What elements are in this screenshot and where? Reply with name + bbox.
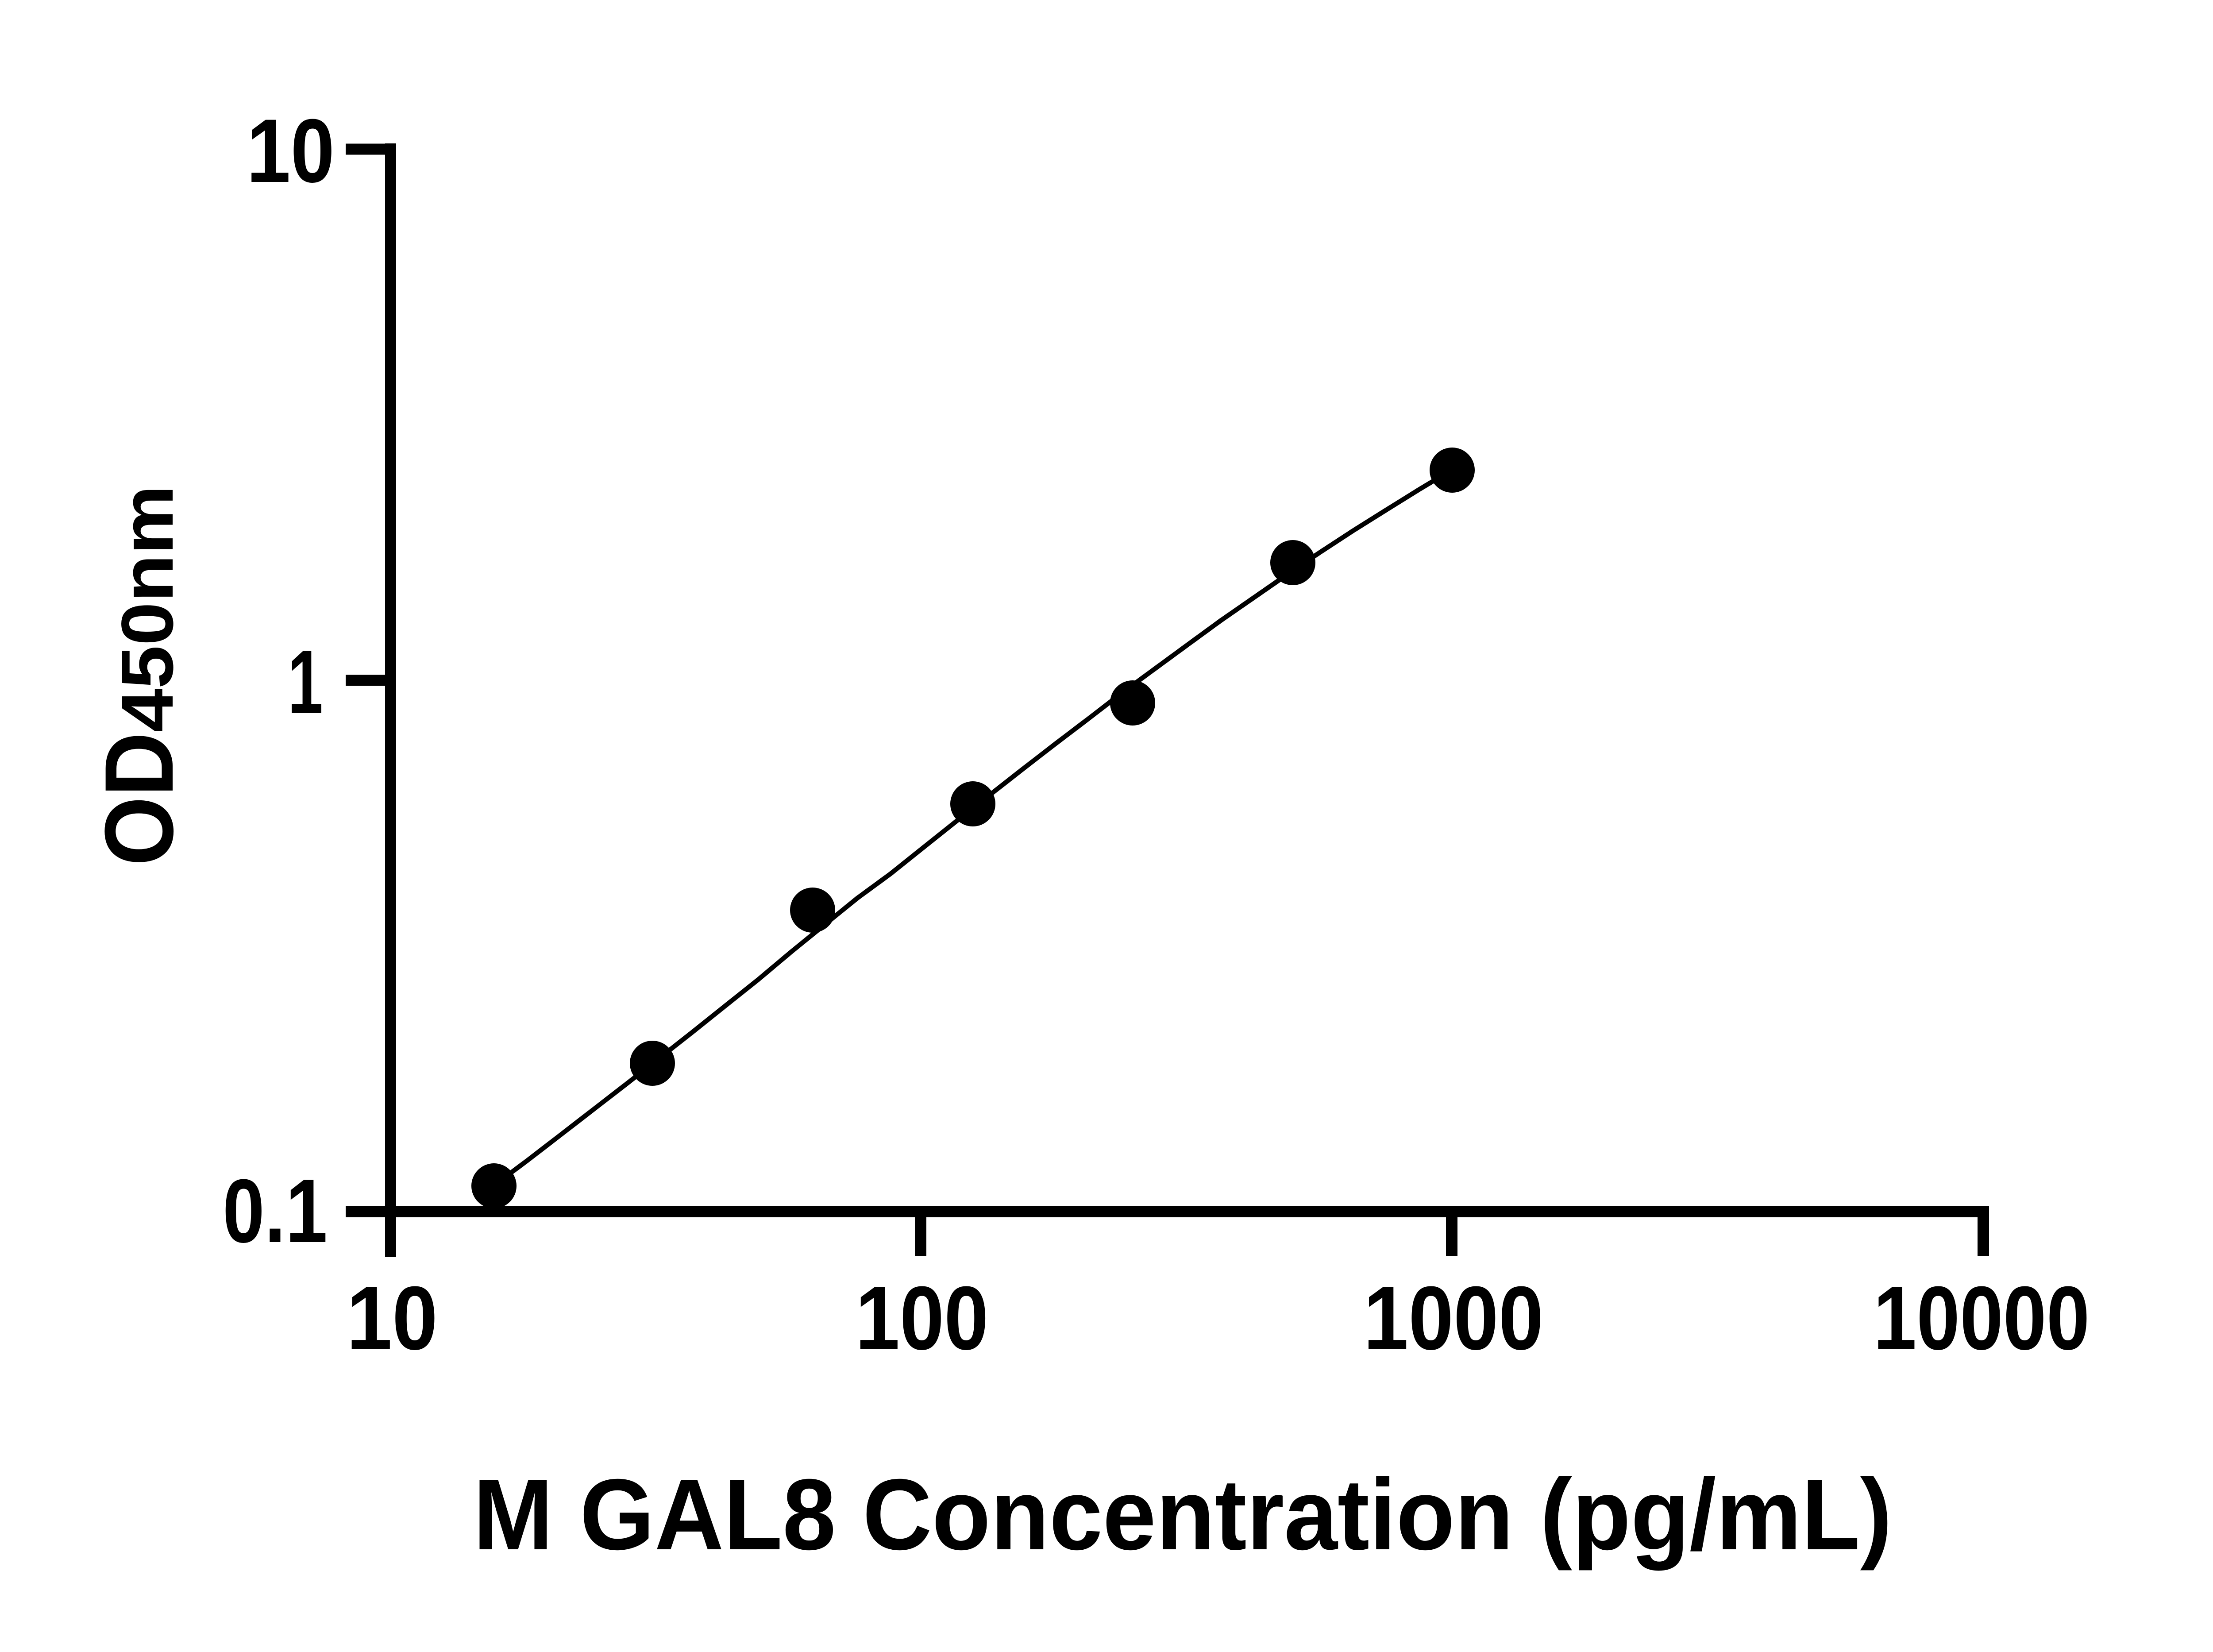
svg-text:0.1: 0.1 [223,1161,328,1262]
svg-text:10000: 10000 [1874,1268,2090,1369]
svg-text:10: 10 [347,1268,438,1369]
svg-text:1: 1 [288,632,323,733]
svg-text:1000: 1000 [1364,1268,1544,1369]
svg-text:M GAL8 Concentration (pg/mL): M GAL8 Concentration (pg/mL) [473,1459,1892,1571]
svg-text:OD450nm: OD450nm [85,485,193,866]
svg-text:100: 100 [856,1268,989,1369]
svg-text:10: 10 [247,100,335,201]
